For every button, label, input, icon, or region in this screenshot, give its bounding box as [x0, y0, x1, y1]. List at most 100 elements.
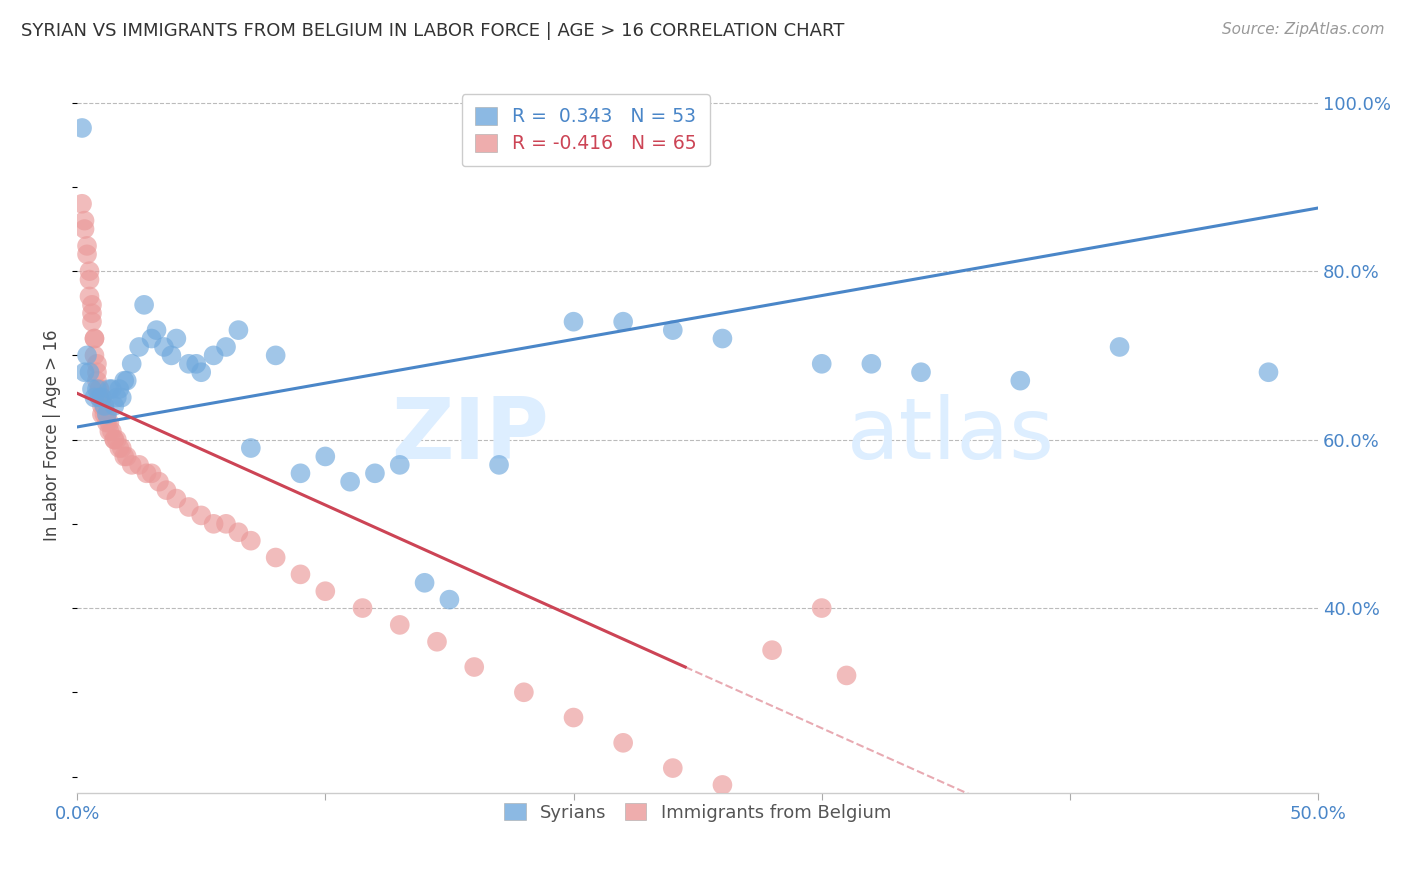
Point: [145, 323, 167, 337]
Point: [910, 365, 932, 379]
Point: [228, 323, 250, 337]
Point: [86, 357, 108, 371]
Point: [239, 441, 262, 455]
Point: [388, 458, 411, 472]
Point: [121, 458, 143, 472]
Point: [98, 424, 121, 438]
Point: [135, 467, 157, 481]
Point: [128, 340, 150, 354]
Point: [141, 467, 163, 481]
Point: [148, 475, 170, 489]
Text: atlas: atlas: [846, 394, 1054, 477]
Point: [111, 441, 134, 455]
Point: [76, 348, 98, 362]
Point: [96, 408, 118, 422]
Point: [662, 761, 685, 775]
Point: [98, 382, 121, 396]
Point: [190, 508, 212, 523]
Point: [73, 213, 96, 227]
Point: [83, 332, 105, 346]
Point: [79, 264, 101, 278]
Point: [165, 332, 187, 346]
Point: [105, 433, 128, 447]
Point: [121, 357, 143, 371]
Point: [86, 382, 108, 396]
Point: [90, 391, 112, 405]
Point: [80, 315, 103, 329]
Point: [86, 365, 108, 379]
Point: [128, 458, 150, 472]
Point: [70, 196, 93, 211]
Point: [115, 450, 138, 464]
Point: [80, 298, 103, 312]
Legend: Syrians, Immigrants from Belgium: Syrians, Immigrants from Belgium: [492, 790, 904, 834]
Point: [70, 120, 93, 135]
Point: [93, 399, 115, 413]
Point: [132, 298, 155, 312]
Point: [810, 357, 832, 371]
Point: [76, 239, 98, 253]
Point: [103, 399, 125, 413]
Point: [662, 323, 685, 337]
Point: [239, 533, 262, 548]
Point: [90, 391, 112, 405]
Point: [202, 516, 225, 531]
Point: [513, 685, 536, 699]
Point: [711, 778, 734, 792]
Point: [141, 332, 163, 346]
Point: [160, 348, 183, 362]
Point: [352, 601, 374, 615]
Point: [80, 306, 103, 320]
Point: [76, 247, 98, 261]
Point: [215, 516, 238, 531]
Point: [463, 660, 485, 674]
Point: [562, 710, 585, 724]
Point: [98, 416, 121, 430]
Point: [290, 467, 312, 481]
Point: [264, 550, 287, 565]
Point: [96, 416, 118, 430]
Point: [79, 289, 101, 303]
Point: [314, 450, 336, 464]
Point: [290, 567, 312, 582]
Point: [177, 357, 200, 371]
Point: [711, 332, 734, 346]
Point: [89, 382, 111, 396]
Point: [264, 348, 287, 362]
Point: [202, 348, 225, 362]
Point: [83, 391, 105, 405]
Point: [89, 391, 111, 405]
Text: Source: ZipAtlas.com: Source: ZipAtlas.com: [1222, 22, 1385, 37]
Point: [314, 584, 336, 599]
Point: [186, 357, 208, 371]
Text: SYRIAN VS IMMIGRANTS FROM BELGIUM IN LABOR FORCE | AGE > 16 CORRELATION CHART: SYRIAN VS IMMIGRANTS FROM BELGIUM IN LAB…: [21, 22, 845, 40]
Point: [108, 441, 131, 455]
Point: [1257, 365, 1279, 379]
Y-axis label: In Labor Force | Age > 16: In Labor Force | Age > 16: [44, 330, 60, 541]
Point: [90, 408, 112, 422]
Point: [1108, 340, 1130, 354]
Point: [155, 483, 177, 497]
Point: [1010, 374, 1032, 388]
Point: [89, 391, 111, 405]
Point: [79, 365, 101, 379]
Point: [73, 222, 96, 236]
Point: [93, 408, 115, 422]
Point: [115, 374, 138, 388]
Point: [90, 399, 112, 413]
Text: ZIP: ZIP: [391, 394, 548, 477]
Point: [835, 668, 858, 682]
Point: [101, 382, 124, 396]
Point: [79, 272, 101, 286]
Point: [103, 433, 125, 447]
Point: [413, 575, 436, 590]
Point: [96, 408, 118, 422]
Point: [488, 458, 510, 472]
Point: [93, 399, 115, 413]
Point: [339, 475, 361, 489]
Point: [612, 315, 634, 329]
Point: [439, 592, 461, 607]
Point: [426, 634, 449, 648]
Point: [364, 467, 387, 481]
Point: [83, 348, 105, 362]
